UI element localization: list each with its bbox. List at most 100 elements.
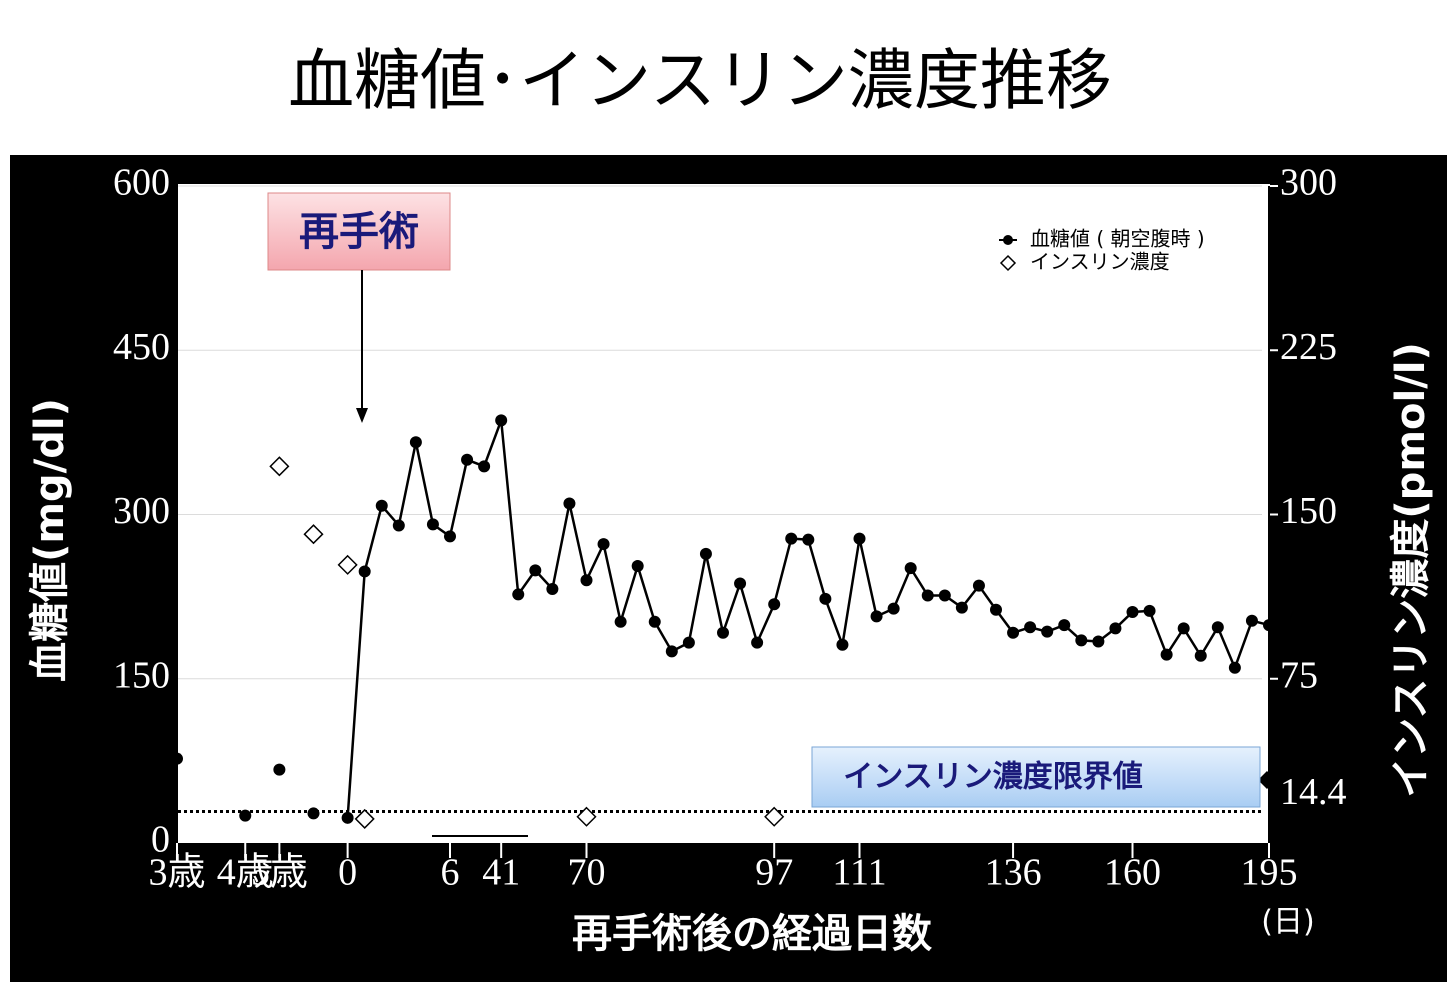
glucose-point [1228, 661, 1241, 674]
glucose-point [375, 499, 388, 512]
glucose-point [682, 636, 695, 649]
glucose-point [1007, 626, 1020, 639]
glucose-point [648, 615, 661, 628]
x-tick-label: 6 [441, 852, 460, 894]
glucose-point [1092, 635, 1105, 648]
arrow-head [356, 408, 368, 423]
insulin-point [269, 456, 290, 477]
glucose-point [1075, 634, 1088, 647]
y-tick-label: 600 [113, 162, 170, 204]
x-tick-label: 41 [482, 852, 520, 894]
glucose-point [1211, 621, 1224, 634]
glucose-point [853, 532, 866, 545]
insulin-point [354, 808, 375, 829]
y-tick-label: 300 [113, 490, 170, 532]
x-tick-label: 3歳 [148, 852, 205, 894]
glucose-point [1041, 625, 1054, 638]
x-tick-label: 160 [1104, 852, 1161, 894]
glucose-point [478, 460, 491, 473]
glucose-point [1245, 614, 1258, 627]
y2-tick-label: 150 [1280, 490, 1337, 532]
glucose-point [426, 518, 439, 531]
legend-marker [1003, 235, 1013, 245]
annotation: 再手術 [299, 209, 419, 255]
y-tick-label: 0 [151, 819, 170, 861]
x-tick-label: 70 [568, 852, 606, 894]
glucose-point [921, 589, 934, 602]
glucose-point [444, 530, 456, 543]
glucose-point [273, 763, 286, 776]
glucose-point [717, 626, 729, 639]
legend-marker [999, 254, 1017, 272]
y-axis-title: 血糖値(mg/dl) [27, 398, 73, 682]
glucose-point [870, 610, 883, 623]
y2-tick-label: 75 [1280, 654, 1318, 696]
glucose-point [1160, 648, 1173, 661]
glucose-point [495, 414, 508, 427]
plot-area [178, 184, 1270, 843]
chart-title: 血糖値･インスリン濃度推移 [288, 42, 1112, 119]
x-axis-title: 再手術後の経過日数 [572, 911, 932, 957]
glucose-point [1126, 605, 1139, 618]
glucose-point [751, 636, 764, 649]
glucose-point [1109, 622, 1122, 635]
glucose-point [631, 559, 644, 572]
x-tick-label: 4歳 [217, 852, 274, 894]
x-tick-label: 0 [338, 852, 357, 894]
legend-label: 血糖値 ( 朝空腹時 ) [1030, 227, 1205, 251]
glucose-point [734, 577, 747, 590]
x-tick-label: 136 [985, 852, 1042, 894]
glucose-point [1058, 619, 1071, 632]
x-tick-label: 97 [755, 852, 793, 894]
annotation-box [267, 192, 451, 271]
glucose-point [461, 453, 474, 466]
glucose-point [1177, 622, 1190, 635]
glucose-point [358, 565, 371, 578]
glucose-point [597, 538, 610, 551]
glucose-point [1263, 619, 1275, 632]
y2-tick-label: 300 [1280, 162, 1337, 204]
y-tick-label: 450 [113, 326, 170, 368]
glucose-point [699, 547, 712, 560]
glucose-point [938, 589, 951, 602]
y-tick-label: 150 [113, 654, 170, 696]
glucose-point [580, 574, 593, 587]
glucose-point [239, 809, 252, 822]
glucose-point [1024, 621, 1037, 634]
insulin-point [764, 806, 785, 827]
glucose-point [341, 811, 354, 824]
y2-tick-label: 14.4 [1280, 771, 1347, 813]
insulin-point [576, 806, 597, 827]
x-tick-label: 5歳 [251, 852, 308, 894]
glucose-point [990, 603, 1002, 616]
limit-marker [1258, 771, 1276, 789]
glucose-point [392, 519, 405, 532]
legend-label: インスリン濃度 [1030, 250, 1170, 274]
insulin-point [337, 554, 358, 575]
glucose-point [819, 592, 832, 605]
glucose-point [972, 579, 985, 592]
glucose-point [802, 533, 815, 546]
insulin-point [303, 524, 324, 545]
glucose-point [785, 532, 798, 545]
glucose-point [1194, 649, 1207, 662]
annotation: インスリン濃度限界値 [843, 760, 1142, 795]
glucose-point [307, 807, 320, 820]
glucose-point [563, 497, 576, 510]
glucose-point [665, 645, 678, 658]
glucose-point [409, 436, 422, 449]
y2-tick-label: 225 [1280, 326, 1337, 368]
glucose-point [529, 564, 542, 577]
glucose-point [836, 638, 849, 651]
glucose-point [614, 615, 627, 628]
annotation-box [811, 746, 1261, 808]
glucose-point [904, 562, 917, 575]
glucose-point [887, 602, 900, 615]
glucose-point [955, 601, 968, 614]
glucose-point [768, 598, 781, 611]
x-tick-label: 111 [832, 852, 886, 894]
x-tick-label: 195 [1241, 852, 1298, 894]
y2-axis-title: インスリン濃度(pmol/l) [1388, 342, 1434, 798]
